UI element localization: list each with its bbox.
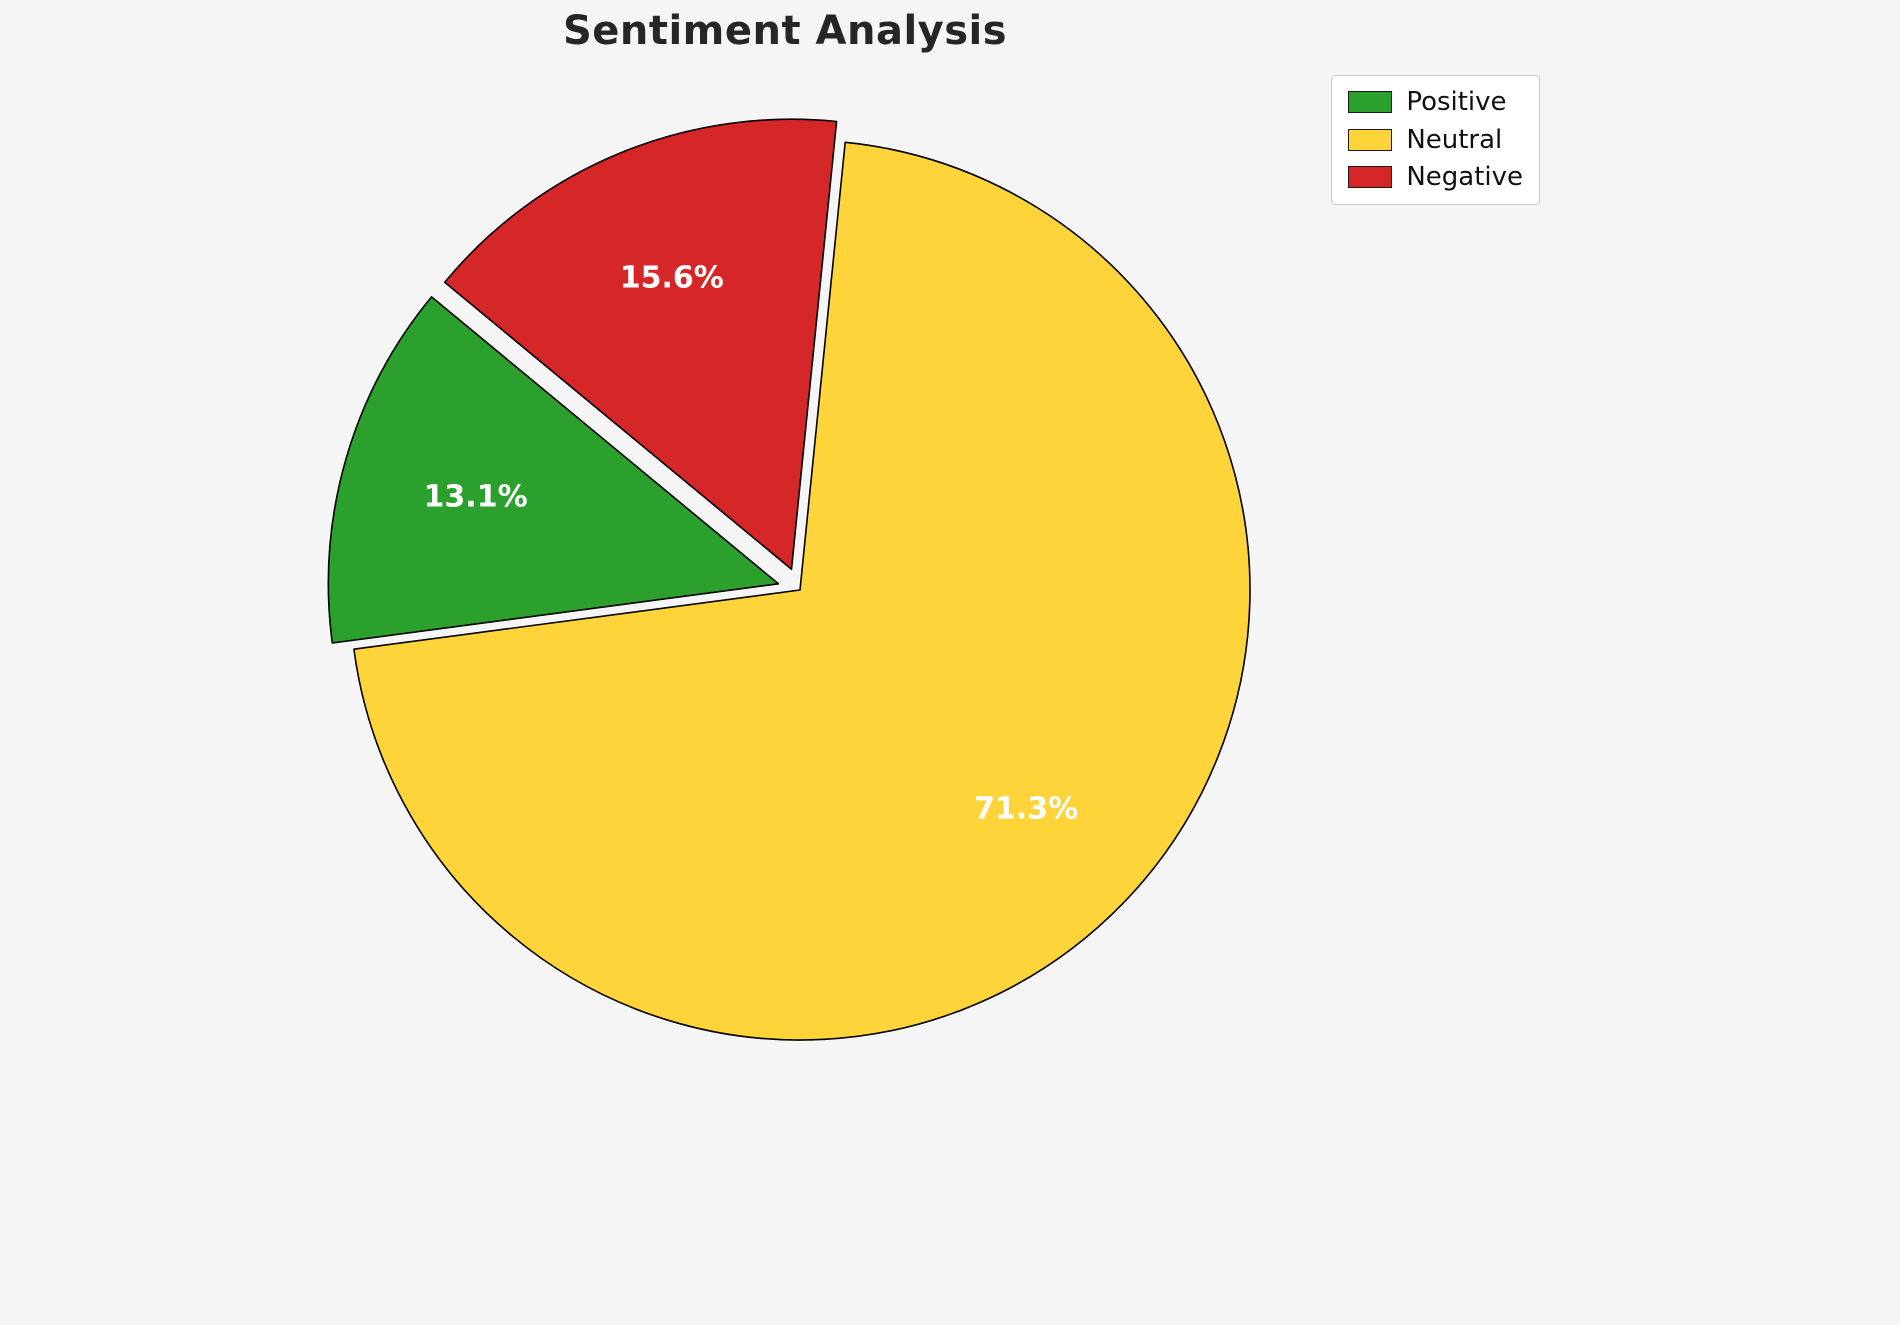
legend-label: Negative	[1406, 162, 1523, 193]
legend-label: Neutral	[1406, 124, 1503, 155]
legend: Positive Neutral Negative	[1331, 75, 1540, 205]
pie-slice-negative	[443, 118, 838, 570]
legend-item-neutral: Neutral	[1348, 124, 1523, 155]
legend-item-positive: Positive	[1348, 88, 1523, 117]
pie-slice-pct-label-positive: 13.1%	[424, 479, 528, 514]
legend-item-negative: Negative	[1348, 163, 1523, 192]
legend-swatch-positive	[1348, 91, 1393, 114]
pie-slice-neutral	[353, 141, 1251, 1041]
legend-label: Positive	[1406, 87, 1507, 117]
pie-slice-pct-label-neutral: 71.3%	[974, 792, 1078, 827]
legend-swatch-negative	[1348, 166, 1393, 189]
chart-title: Sentiment Analysis	[562, 8, 1008, 54]
legend-swatch-neutral	[1348, 128, 1393, 151]
pie-slice-positive	[327, 296, 780, 644]
pie-slice-pct-label-negative: 15.6%	[620, 260, 724, 295]
